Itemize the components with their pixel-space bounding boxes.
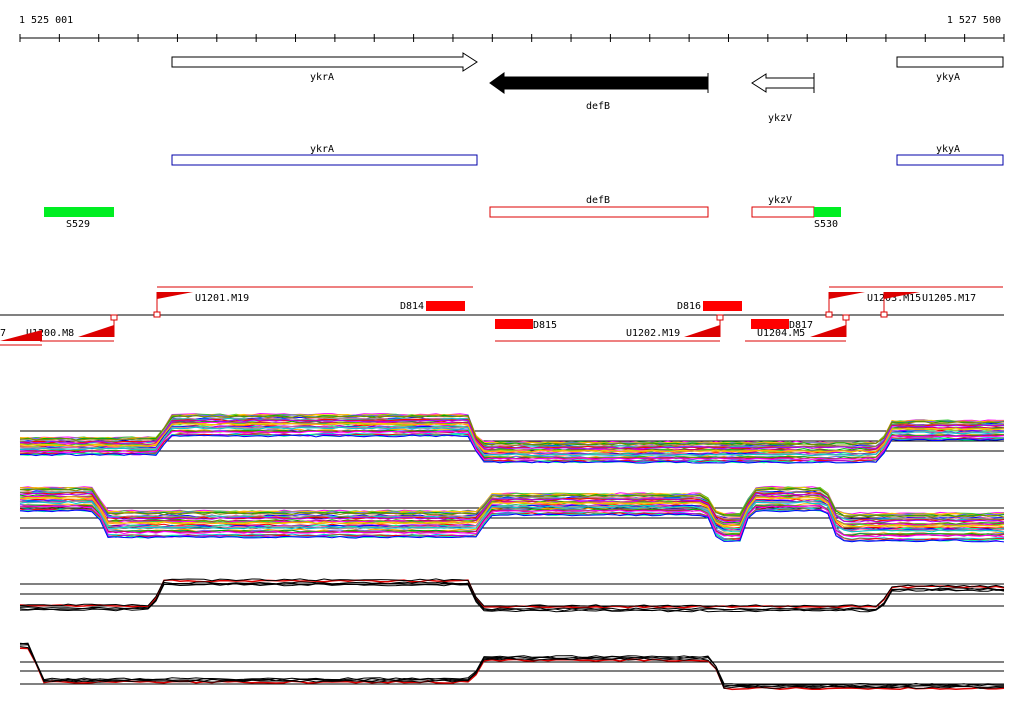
transcript-ramp (157, 292, 193, 299)
transcript-label-U1203.M15: U1203.M15 (867, 293, 921, 304)
down-feature-label-D816: D816 (677, 301, 701, 312)
transcript-ramp (810, 325, 846, 337)
ruler-end-label: 1 527 500 (947, 15, 1001, 26)
profile-line (19, 430, 1005, 461)
cds-box-defB[interactable] (489, 206, 709, 218)
transcript-track: 7 U1201.M19 U1203.M15 U1205.M17 U1200.M8 U12… (0, 286, 1004, 346)
profile-line (19, 642, 1005, 686)
gene-arrow-defB[interactable] (489, 72, 709, 94)
profile-line (19, 488, 1005, 518)
transcript-promoter (153, 311, 161, 318)
coordinate-ruler: 1 525 001 1 527 500 (19, 15, 1005, 42)
profile-line (19, 579, 1005, 609)
profile-line (19, 578, 1005, 608)
cds-box-ykyA[interactable] (896, 154, 1004, 166)
cds-label-defB: defB (586, 195, 610, 206)
s-feature-track: S529 S530 (44, 207, 841, 230)
profile-line (19, 419, 1005, 450)
profile-panel-2 (19, 485, 1005, 543)
gene-arrow-ykrA[interactable] (171, 52, 478, 72)
transcript-label-U1204.M5: U1204.M5 (757, 328, 805, 339)
transcript-promoter (716, 314, 724, 321)
cds-box-ykrA[interactable] (171, 154, 478, 166)
cds-label-ykrA: ykrA (310, 144, 334, 155)
down-feature-D814[interactable] (426, 301, 465, 311)
feature-S530[interactable] (814, 207, 841, 217)
profile-line (19, 434, 1005, 464)
down-feature-label-D814: D814 (400, 301, 424, 312)
profile-line (19, 426, 1005, 457)
ruler-start-label: 1 525 001 (19, 15, 73, 26)
profile-line (19, 642, 1004, 687)
transcript-ramp (78, 325, 114, 337)
transcript-promoter (842, 314, 850, 321)
profile-line (19, 492, 1005, 523)
down-feature-label-D817: D817 (789, 320, 813, 331)
gene-arrow-ykzV[interactable] (751, 73, 815, 93)
gene-arrow-ykyA[interactable] (896, 56, 1004, 68)
gene-label-defB: defB (586, 101, 610, 112)
transcript-ramp (829, 292, 865, 299)
transcript-promoter (110, 314, 118, 321)
profile-line (19, 500, 1005, 533)
profile-line (19, 415, 1005, 446)
profile-panel-3 (19, 578, 1005, 613)
profile-panel-1 (19, 412, 1005, 464)
gene-track: ykrA defB ykzV ykyA (171, 52, 1004, 124)
transcript-promoter (880, 311, 888, 318)
edge-fragment-ramp (0, 330, 42, 341)
expression-profiles (19, 412, 1005, 691)
profile-line (19, 508, 1005, 542)
down-feature-D815[interactable] (495, 319, 533, 329)
profile-line (19, 647, 1005, 691)
transcript-label-U1202.M19: U1202.M19 (626, 328, 680, 339)
profile-panel-4 (19, 642, 1005, 691)
ruler-ticks (19, 34, 1005, 42)
transcript-label-U1200.M8: U1200.M8 (26, 328, 74, 339)
profile-line (19, 422, 1005, 453)
profile-line (19, 496, 1005, 528)
transcript-promoter (825, 311, 833, 318)
transcript-label-U1201.M19: U1201.M19 (195, 293, 249, 304)
gene-label-ykzV: ykzV (768, 113, 792, 124)
cds-label-ykzV: ykzV (768, 195, 792, 206)
profile-line (19, 644, 1005, 688)
feature-label-S529: S529 (66, 219, 90, 230)
gene-label-ykyA: ykyA (936, 72, 960, 83)
down-feature-D817[interactable] (751, 319, 789, 329)
gene-label-ykrA: ykrA (310, 72, 334, 83)
transcript-label-U1205.M17: U1205.M17 (922, 293, 976, 304)
cds-track: ykrA ykyA defB ykzV (171, 144, 1004, 218)
cds-box-ykzV[interactable] (751, 206, 815, 218)
profile-line (19, 509, 1005, 543)
edge-fragment-label: 7 (0, 328, 6, 339)
cds-label-ykyA: ykyA (936, 144, 960, 155)
profile-line (19, 581, 1005, 611)
profile-line (20, 420, 1005, 451)
down-feature-label-D815: D815 (533, 320, 557, 331)
transcript-ramp (684, 325, 720, 337)
feature-S529[interactable] (44, 207, 114, 217)
profile-line (19, 505, 1005, 538)
transcript-ramp (884, 292, 920, 299)
down-feature-D816[interactable] (703, 301, 742, 311)
feature-label-S530: S530 (814, 219, 838, 230)
